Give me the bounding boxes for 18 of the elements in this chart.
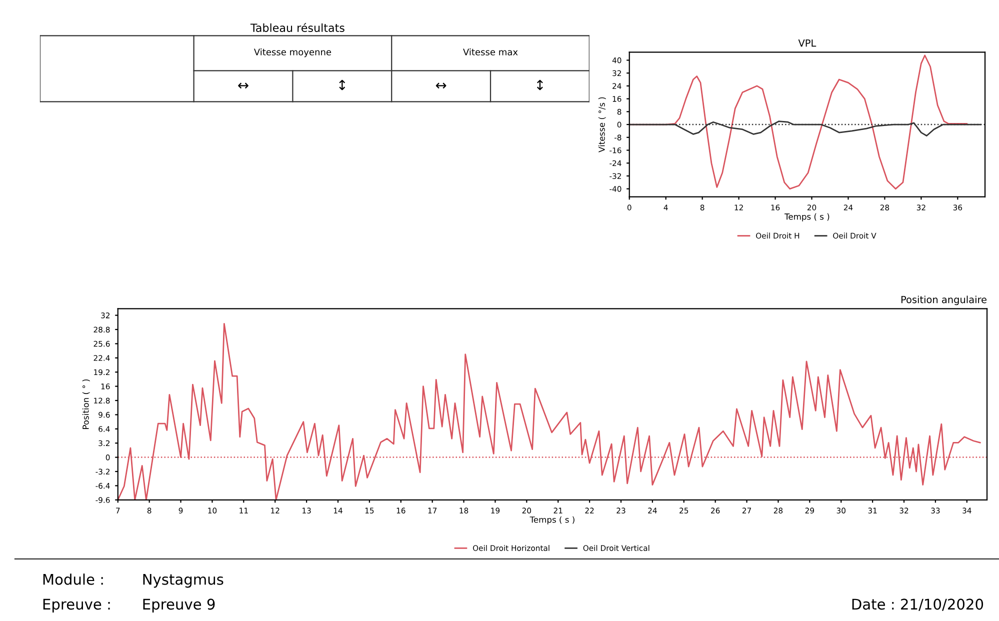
text: Date : 21/10/2020 [852,598,984,611]
chart-title: Position angulaire [901,296,986,306]
text: ↕ [536,80,543,90]
y-axis-title: Position ( ° ) [82,379,90,429]
text: ↔ [238,82,248,89]
text: Epreuve 9 [143,598,215,613]
y-axis-title: Vitesse ( °/s ) [598,97,606,152]
text: Vitesse max [463,48,518,56]
text: Tableau résultats [250,22,344,32]
text: Module : [43,574,103,585]
text: Nystagmus [143,574,224,588]
text: ↔ [436,82,446,89]
text: ↕ [339,80,346,90]
text: Vitesse moyenne [254,48,332,58]
chart-title: VPL [798,40,816,47]
x-axis-title: Temps ( s ) [530,516,574,524]
text: Epreuve : [43,598,110,613]
x-axis-title: Temps ( s ) [784,213,830,222]
